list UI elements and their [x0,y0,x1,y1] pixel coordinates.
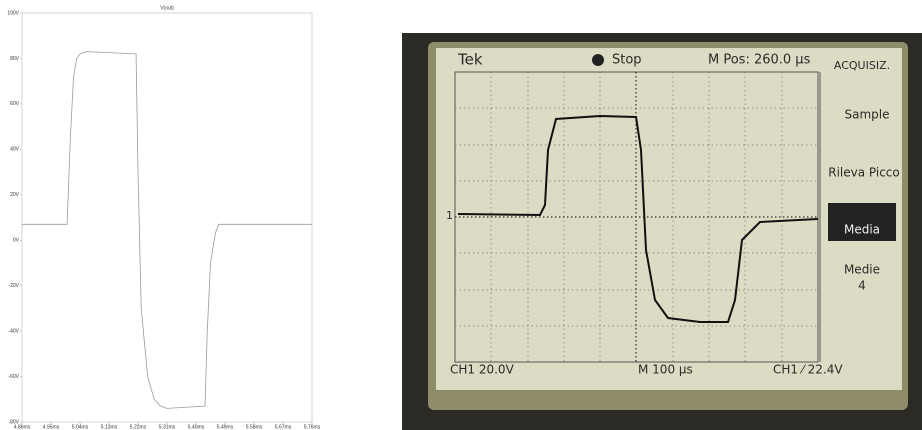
menu-item: Medie [844,263,880,277]
x-tick-label: 5.31ms [159,424,176,430]
x-tick-label: 5.76ms [304,424,321,430]
channel-marker: 1 [446,209,453,222]
oscilloscope-photo: Tek Stop M Pos: 260.0 µs ACQUISIZ. Sampl… [402,33,922,430]
y-tick-label: -80V [8,419,19,425]
y-tick-label: 20V [10,192,20,198]
x-tick-label: 4.86ms [14,424,31,430]
plot-area [21,12,313,423]
stop-icon [592,54,604,66]
x-tick-label: 5.58ms [246,424,263,430]
y-tick-label: -40V [8,328,19,334]
y-tick-label: 60V [10,101,20,107]
simulation-chart: V(out) -80V -60V -40V -20V 0V 20V 40V 60V 80V 100… [7,5,320,430]
x-tick-label: 5.04ms [72,424,89,430]
y-tick-label: 40V [10,147,20,153]
x-tick-label: 5.49ms [217,424,234,430]
x-tick-label: 5.22ms [130,424,147,430]
menu-selected [828,203,896,241]
status: Stop [612,53,642,68]
series-line [22,51,312,409]
brand: Tek [457,51,483,69]
x-tick-label: 5.40ms [188,424,205,430]
x-tick-label: 4.95ms [43,424,60,430]
menu-item: Rileva Picco [828,166,900,180]
y-tick-label: 100V [7,10,19,16]
y-tick-label: -60V [8,374,19,380]
menu-item: Media [844,223,880,237]
y-tick-label: 80V [10,56,20,62]
timebase: M 100 µs [638,363,693,377]
y-tick-label: 0V [13,238,20,244]
scope-trace [457,114,819,323]
x-tick-label: 5.13ms [101,424,118,430]
menu-title: ACQUISIZ. [834,59,890,72]
averages: 4 [858,279,866,293]
ch1-scale: CH1 20.0V [450,363,515,377]
scope-screen [436,48,902,390]
menu-item: Sample [845,108,890,122]
y-tick-label: -20V [8,283,19,289]
chart-title: V(out) [160,5,174,11]
x-tick-label: 5.67ms [275,424,292,430]
trigger: CH1 ⁄ 22.4V [773,363,843,377]
position: M Pos: 260.0 µs [708,53,811,68]
